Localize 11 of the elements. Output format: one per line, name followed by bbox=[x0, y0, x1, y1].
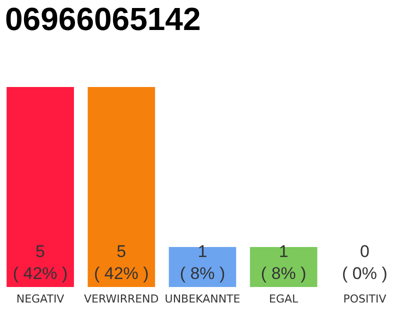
data-label: 1 ( 8% ) bbox=[180, 242, 226, 283]
data-label: 1 ( 8% ) bbox=[260, 242, 306, 283]
x-tick-label: NEGATIV bbox=[16, 292, 65, 306]
x-tick-label: EGAL bbox=[269, 292, 300, 306]
x-tick-label: VERWIRREND bbox=[84, 292, 159, 306]
data-label: 5 ( 42% ) bbox=[12, 242, 68, 283]
x-tick-label: UNBEKANNTE bbox=[164, 292, 240, 306]
chart-title: 06966065142 bbox=[5, 1, 201, 37]
data-label: 5 ( 42% ) bbox=[94, 242, 149, 283]
data-label: 0 ( 0% ) bbox=[342, 242, 388, 283]
x-tick-label: POSITIV bbox=[343, 292, 387, 306]
